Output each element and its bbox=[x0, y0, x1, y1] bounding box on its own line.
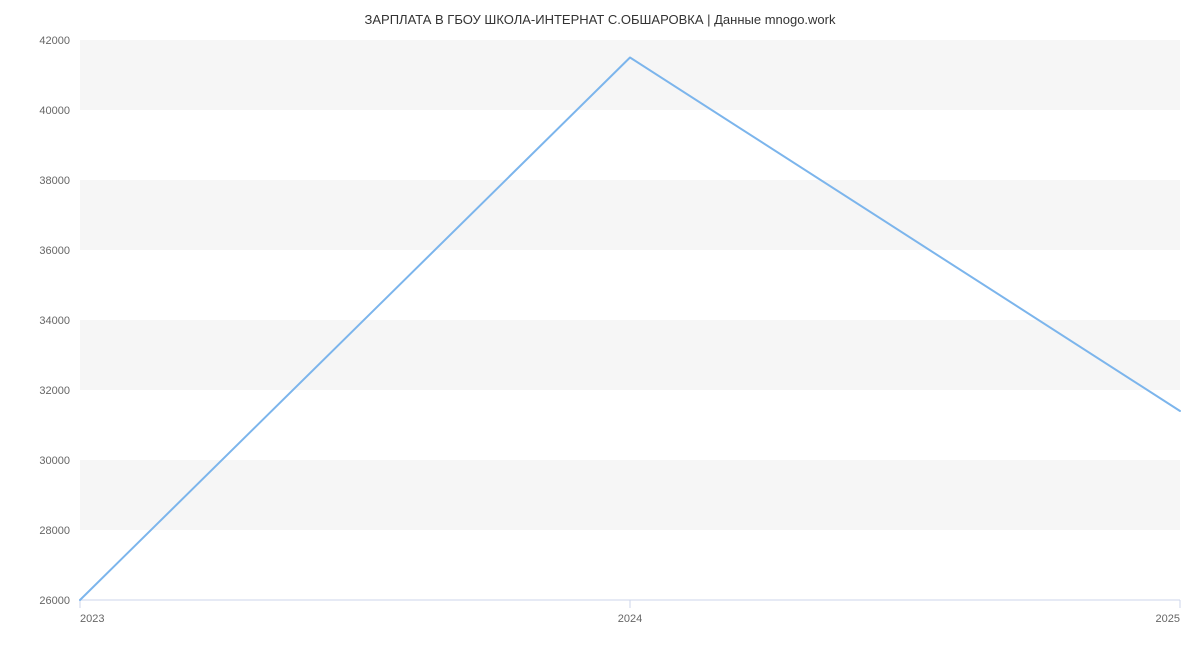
y-tick-label: 36000 bbox=[39, 245, 70, 257]
y-tick-label: 42000 bbox=[39, 35, 70, 47]
y-tick-label: 26000 bbox=[39, 595, 70, 607]
y-tick-label: 30000 bbox=[39, 455, 70, 467]
grid-band bbox=[80, 460, 1180, 530]
chart-title: ЗАРПЛАТА В ГБОУ ШКОЛА-ИНТЕРНАТ С.ОБШАРОВ… bbox=[0, 0, 1200, 27]
y-tick-label: 32000 bbox=[39, 385, 70, 397]
x-tick-label: 2025 bbox=[1156, 613, 1180, 625]
grid-band bbox=[80, 250, 1180, 320]
y-tick-label: 40000 bbox=[39, 105, 70, 117]
x-tick-label: 2024 bbox=[618, 613, 642, 625]
y-tick-label: 34000 bbox=[39, 315, 70, 327]
grid-band bbox=[80, 40, 1180, 110]
grid-band bbox=[80, 110, 1180, 180]
chart-area: 26000 28000 30000 32000 34000 36000 38000 40000… bbox=[0, 30, 1200, 630]
grid-band bbox=[80, 530, 1180, 600]
x-tick-label: 2023 bbox=[80, 613, 104, 625]
chart-svg: 26000 28000 30000 32000 34000 36000 38000 40000… bbox=[0, 30, 1200, 630]
y-tick-label: 38000 bbox=[39, 175, 70, 187]
y-tick-label: 28000 bbox=[39, 525, 70, 537]
grid-band bbox=[80, 390, 1180, 460]
grid-band bbox=[80, 320, 1180, 390]
grid-band bbox=[80, 180, 1180, 250]
